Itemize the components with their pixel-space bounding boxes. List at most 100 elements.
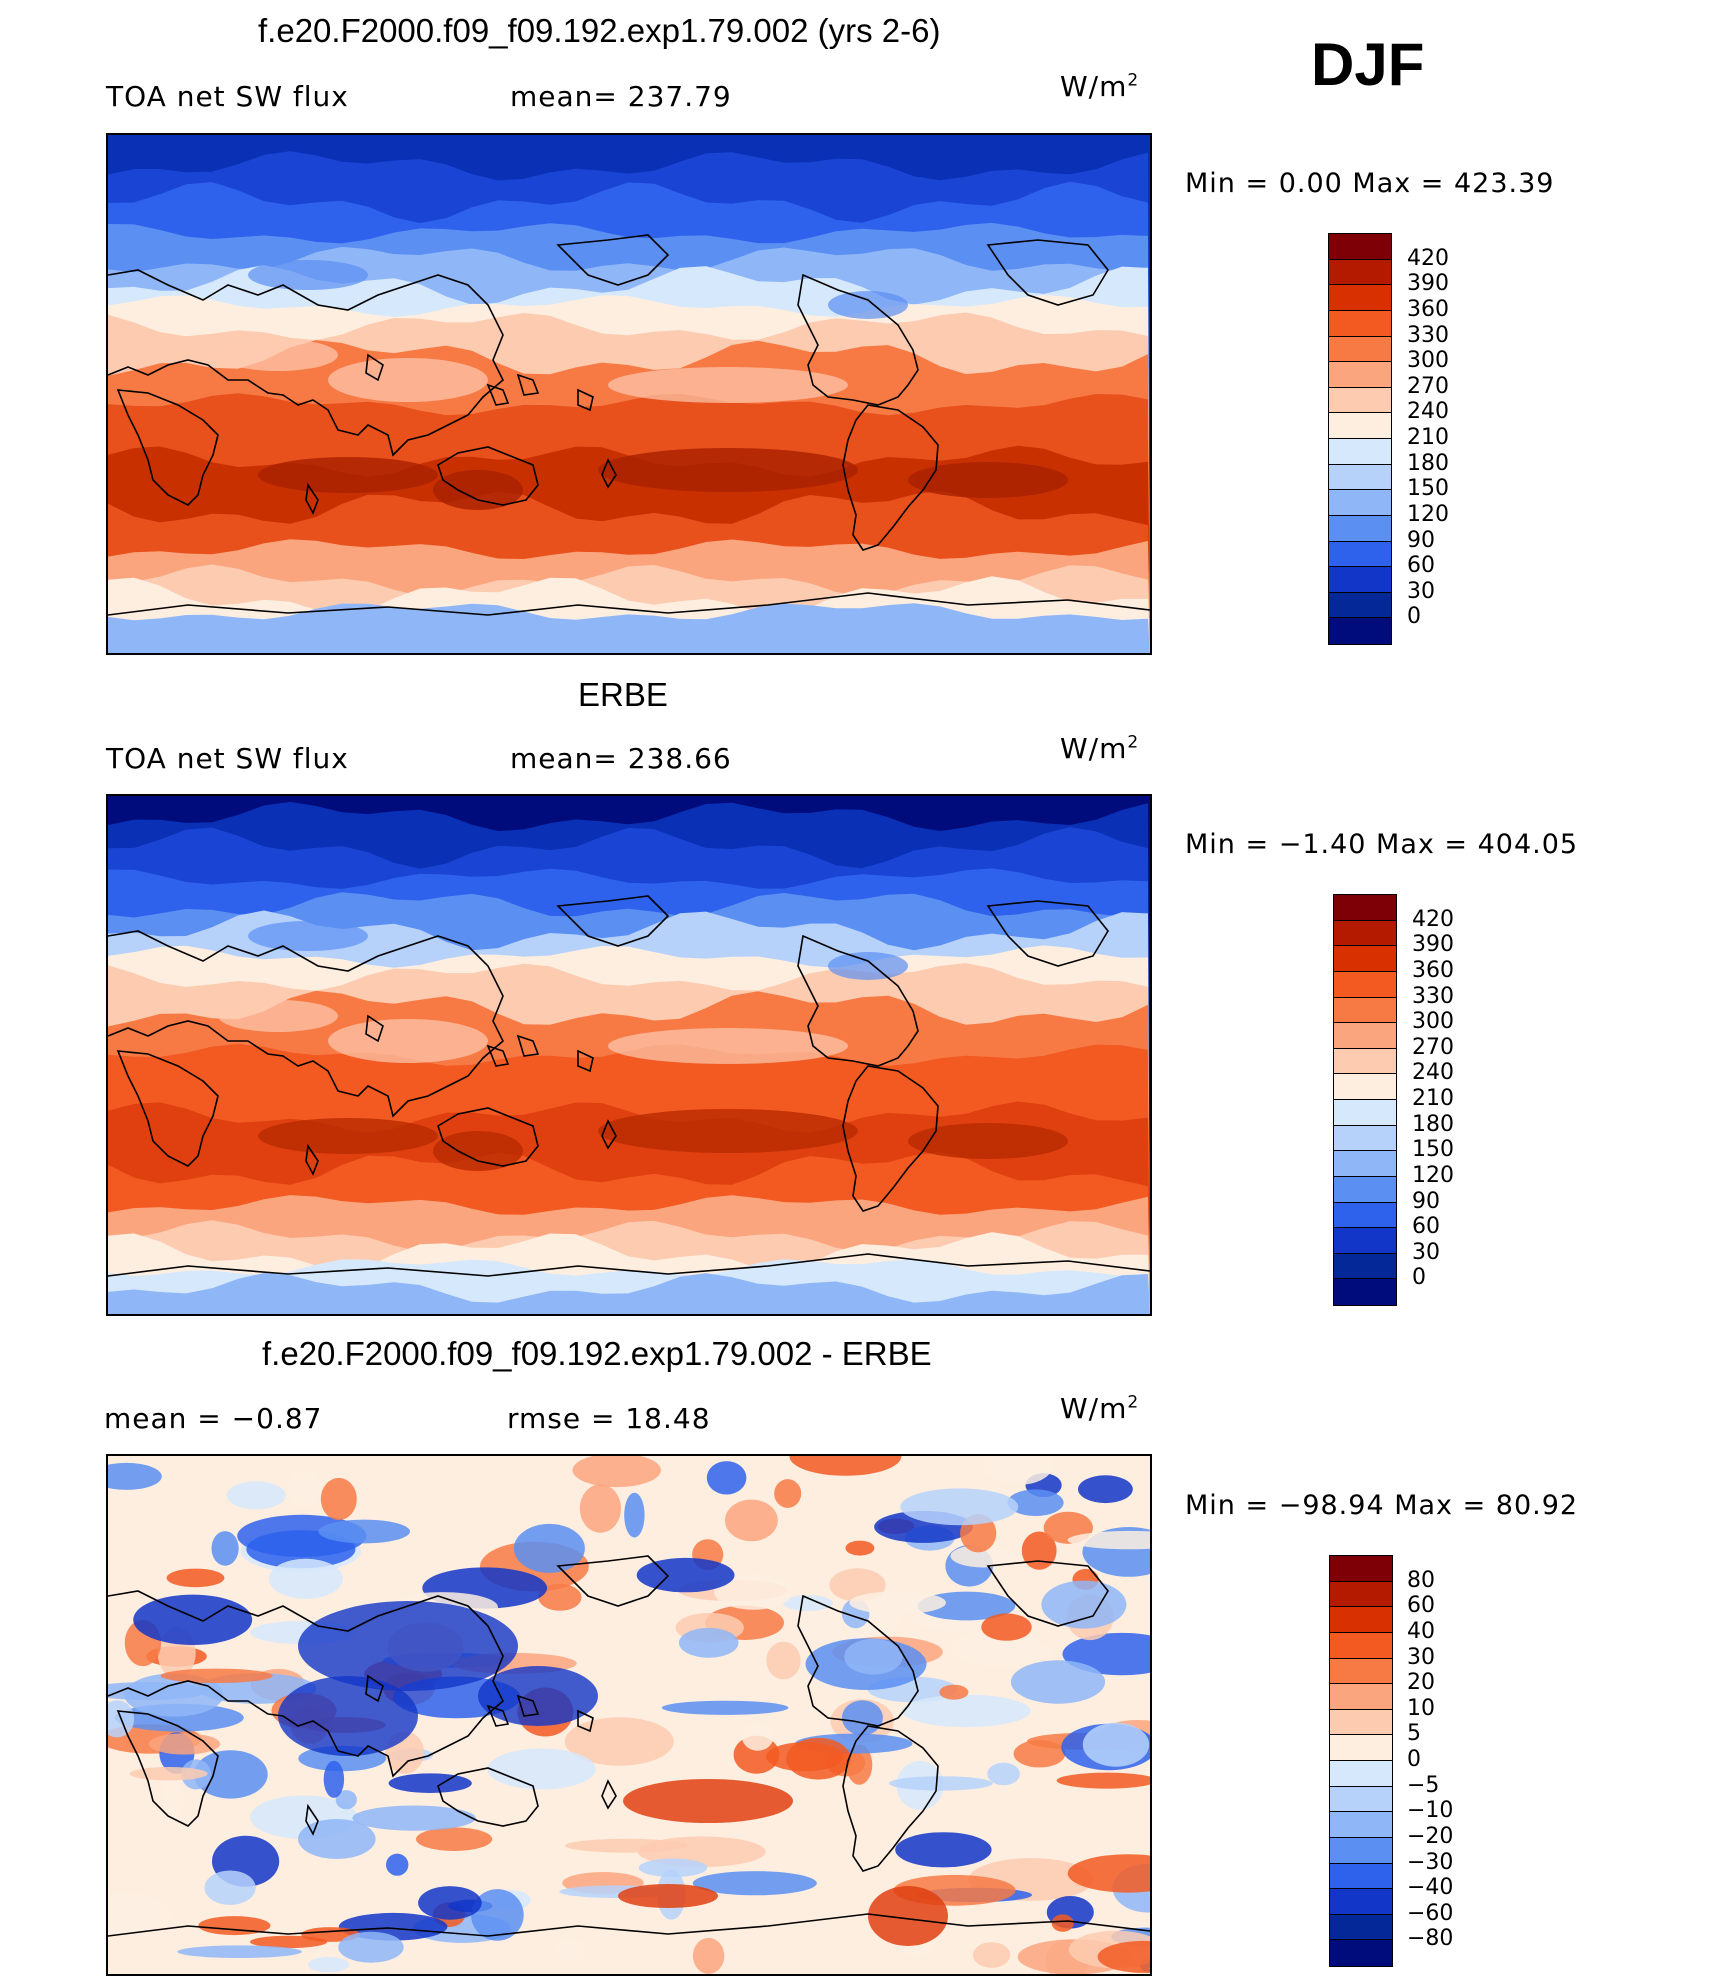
colorbar-swatch bbox=[1330, 1581, 1392, 1608]
colorbar-tick-label: −20 bbox=[1407, 1823, 1454, 1849]
colorbar-tick-label: 210 bbox=[1412, 1086, 1454, 1111]
panel-3-units: W/m2 bbox=[1060, 1392, 1140, 1425]
colorbar-swatch bbox=[1329, 541, 1391, 568]
panel-1-minmax: Min = 0.00 Max = 423.39 bbox=[1185, 168, 1555, 199]
colorbar-tick-label: 330 bbox=[1407, 322, 1449, 348]
colorbar-tick-label: 390 bbox=[1407, 271, 1449, 297]
colorbar-tick-label: 60 bbox=[1412, 1214, 1440, 1240]
colorbar-swatch bbox=[1330, 1684, 1392, 1710]
colorbar-tick-label: 240 bbox=[1407, 399, 1449, 425]
colorbar-tick-label: 420 bbox=[1412, 906, 1454, 932]
colorbar-tick-label: 20 bbox=[1407, 1670, 1435, 1696]
colorbar-tick-label: 60 bbox=[1407, 1593, 1435, 1619]
colorbar-tick-label: 420 bbox=[1407, 245, 1449, 271]
panel-1-map-svg bbox=[108, 135, 1150, 653]
colorbar-swatch bbox=[1329, 618, 1391, 644]
colorbar-tick-label: 150 bbox=[1412, 1137, 1454, 1163]
colorbar-swatch bbox=[1329, 336, 1391, 363]
colorbar-3 bbox=[1329, 1555, 1393, 1967]
colorbar-tick-label: −5 bbox=[1407, 1772, 1440, 1798]
colorbar-swatch bbox=[1330, 1632, 1392, 1659]
colorbar-tick-label: 0 bbox=[1412, 1265, 1426, 1291]
panel-2-variable-label: TOA net SW flux bbox=[106, 742, 349, 775]
panel-2-map-svg bbox=[108, 796, 1150, 1314]
colorbar-swatch bbox=[1334, 971, 1396, 998]
colorbar-swatch bbox=[1334, 1100, 1396, 1126]
panel-3-minmax: Min = −98.94 Max = 80.92 bbox=[1185, 1490, 1579, 1521]
colorbar-swatch bbox=[1334, 1176, 1396, 1203]
colorbar-2 bbox=[1333, 894, 1397, 1306]
colorbar-swatch bbox=[1330, 1889, 1392, 1915]
colorbar-tick-label: 120 bbox=[1412, 1162, 1454, 1188]
colorbar-swatch bbox=[1330, 1940, 1392, 1966]
colorbar-swatch bbox=[1329, 515, 1391, 542]
colorbar-swatch bbox=[1329, 310, 1391, 337]
colorbar-tick-label: −30 bbox=[1407, 1849, 1454, 1875]
colorbar-swatch bbox=[1330, 1658, 1392, 1685]
colorbar-tick-label: 90 bbox=[1412, 1188, 1440, 1214]
colorbar-tick-label: 90 bbox=[1407, 527, 1435, 553]
colorbar-swatch bbox=[1330, 1914, 1392, 1941]
colorbar-swatch bbox=[1334, 1279, 1396, 1305]
panel-1-title: f.e20.F2000.f09_f09.192.exp1.79.002 (yrs… bbox=[258, 12, 941, 49]
colorbar-tick-label: −60 bbox=[1407, 1900, 1454, 1926]
colorbar-tick-label: 300 bbox=[1407, 348, 1449, 374]
colorbar-tick-label: 300 bbox=[1412, 1009, 1454, 1035]
panel-2-title: ERBE bbox=[578, 676, 668, 713]
colorbar-swatch bbox=[1330, 1837, 1392, 1864]
colorbar-tick-label: 360 bbox=[1412, 957, 1454, 983]
panel-1-units: W/m2 bbox=[1060, 70, 1140, 103]
colorbar-tick-label: 60 bbox=[1407, 553, 1435, 579]
colorbar-swatch bbox=[1334, 895, 1396, 921]
colorbar-tick-label: 10 bbox=[1407, 1695, 1435, 1721]
colorbar-swatch bbox=[1334, 1151, 1396, 1177]
colorbar-tick-label: 0 bbox=[1407, 1747, 1421, 1772]
colorbar-tick-label: 0 bbox=[1407, 604, 1421, 630]
panel-3-map-svg bbox=[108, 1456, 1150, 1974]
panel-3-mean-label: mean = −0.87 bbox=[104, 1402, 323, 1435]
colorbar-tick-label: 150 bbox=[1407, 476, 1449, 502]
colorbar-tick-label: 30 bbox=[1407, 578, 1435, 604]
colorbar-swatch bbox=[1329, 592, 1391, 619]
colorbar-swatch bbox=[1330, 1709, 1392, 1736]
colorbar-swatch bbox=[1334, 997, 1396, 1024]
colorbar-tick-label: 360 bbox=[1407, 296, 1449, 322]
panel-2-map bbox=[106, 794, 1152, 1316]
colorbar-tick-label: 30 bbox=[1407, 1644, 1435, 1670]
colorbar-tick-label: 80 bbox=[1407, 1567, 1435, 1593]
colorbar-swatch bbox=[1329, 439, 1391, 465]
colorbar-swatch bbox=[1334, 1048, 1396, 1075]
panel-3-title: f.e20.F2000.f09_f09.192.exp1.79.002 - ER… bbox=[262, 1335, 932, 1372]
colorbar-swatch bbox=[1330, 1761, 1392, 1787]
colorbar-tick-label: 180 bbox=[1407, 450, 1449, 476]
colorbar-tick-label: 5 bbox=[1407, 1721, 1421, 1747]
colorbar-tick-label: 120 bbox=[1407, 501, 1449, 527]
colorbar-swatch bbox=[1334, 1125, 1396, 1152]
panel-1-variable-label: TOA net SW flux bbox=[106, 80, 349, 113]
colorbar-swatch bbox=[1330, 1735, 1392, 1761]
colorbar-swatch bbox=[1330, 1863, 1392, 1890]
colorbar-swatch bbox=[1329, 234, 1391, 260]
panel-3-map bbox=[106, 1454, 1152, 1976]
colorbar-tick-label: −10 bbox=[1407, 1798, 1454, 1824]
colorbar-swatch bbox=[1330, 1556, 1392, 1582]
colorbar-swatch bbox=[1329, 285, 1391, 311]
colorbar-swatch bbox=[1329, 413, 1391, 439]
panel-2-units: W/m2 bbox=[1060, 732, 1140, 765]
colorbar-swatch bbox=[1329, 490, 1391, 516]
colorbar-swatch bbox=[1334, 946, 1396, 972]
colorbar-swatch bbox=[1329, 362, 1391, 388]
colorbar-swatch bbox=[1334, 1228, 1396, 1254]
season-label: DJF bbox=[1311, 31, 1425, 98]
colorbar-swatch bbox=[1329, 567, 1391, 593]
colorbar-swatch bbox=[1330, 1607, 1392, 1633]
colorbar-tick-label: 30 bbox=[1412, 1239, 1440, 1265]
colorbar-tick-label: 180 bbox=[1412, 1111, 1454, 1137]
panel-2-minmax: Min = −1.40 Max = 404.05 bbox=[1185, 829, 1579, 860]
colorbar-tick-label: 210 bbox=[1407, 425, 1449, 450]
colorbar-swatch bbox=[1334, 1074, 1396, 1100]
colorbar-swatch bbox=[1329, 464, 1391, 491]
panel-2-mean-label: mean= 238.66 bbox=[510, 742, 732, 775]
colorbar-tick-label: 270 bbox=[1412, 1034, 1454, 1060]
colorbar-1 bbox=[1328, 233, 1392, 645]
